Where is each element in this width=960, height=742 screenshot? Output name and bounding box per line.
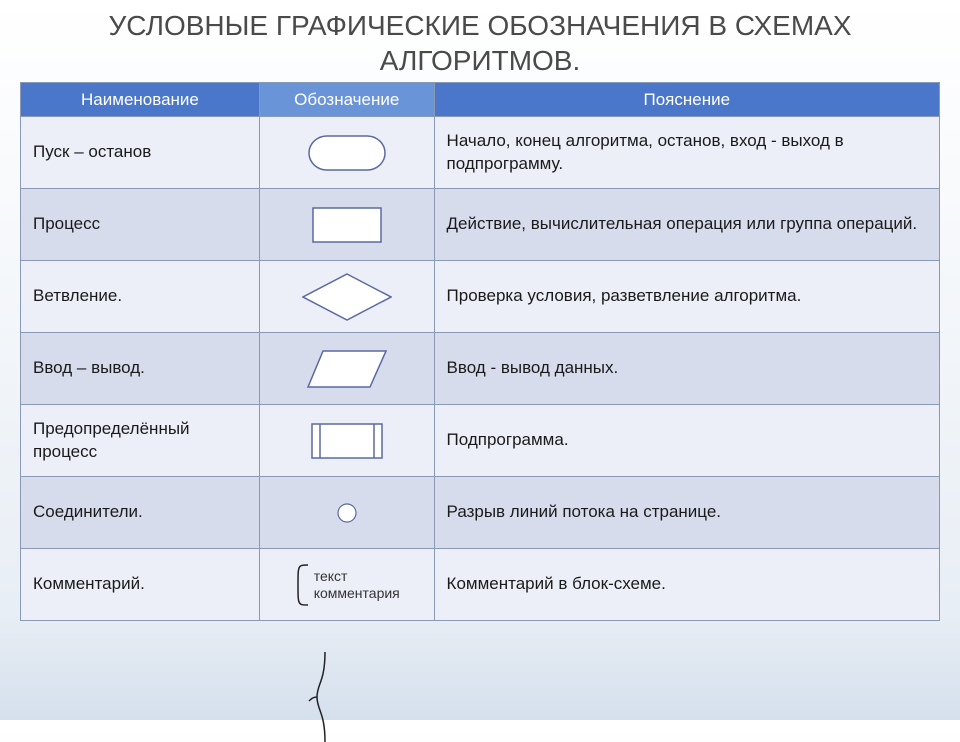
cell-explanation: Подпрограмма.	[434, 405, 939, 477]
table-row: Предопределённый процесс Подпрограмма.	[21, 405, 940, 477]
cell-name-text: Соединители.	[21, 495, 259, 529]
comment-icon: тексткомментария	[260, 563, 434, 607]
cell-explanation-text: Начало, конец алгоритма, останов, вход -…	[435, 124, 939, 180]
cell-explanation: Разрыв линий потока на странице.	[434, 477, 939, 549]
cell-symbol	[259, 333, 434, 405]
cell-explanation: Проверка условия, разветвление алгоритма…	[434, 261, 939, 333]
connector-icon	[336, 502, 358, 524]
cell-symbol	[259, 405, 434, 477]
cell-symbol	[259, 189, 434, 261]
cell-name: Предопределённый процесс	[21, 405, 260, 477]
cell-explanation: Действие, вычислительная операция или гр…	[434, 189, 939, 261]
cell-name: Пуск – останов	[21, 117, 260, 189]
cell-name: Соединители.	[21, 477, 260, 549]
cell-symbol: тексткомментария	[259, 549, 434, 621]
cell-explanation-text: Комментарий в блок-схеме.	[435, 567, 939, 601]
cell-name-text: Предопределённый процесс	[21, 412, 259, 468]
cell-explanation: Комментарий в блок-схеме.	[434, 549, 939, 621]
table-row: Ввод – вывод. Ввод - вывод данных.	[21, 333, 940, 405]
cell-name-text: Комментарий.	[21, 567, 259, 601]
table-container: Наименование Обозначение Пояснение Пуск …	[0, 82, 960, 621]
cell-name-text: Процесс	[21, 207, 259, 241]
cell-name: Процесс	[21, 189, 260, 261]
col-header-name: Наименование	[21, 83, 260, 117]
cell-name-text: Пуск – останов	[21, 135, 259, 169]
page-title: УСЛОВНЫЕ ГРАФИЧЕСКИЕ ОБОЗНАЧЕНИЯ В СХЕМА…	[0, 0, 960, 82]
cell-name: Ветвление.	[21, 261, 260, 333]
comment-tail-icon	[305, 652, 345, 742]
cell-name-text: Ввод – вывод.	[21, 351, 259, 385]
table-header-row: Наименование Обозначение Пояснение	[21, 83, 940, 117]
terminator-icon	[308, 135, 386, 171]
cell-symbol	[259, 117, 434, 189]
table-row: Ветвление. Проверка условия, разветвление…	[21, 261, 940, 333]
table-row: Соединители. Разрыв линий потока на стран…	[21, 477, 940, 549]
rectangle-icon	[312, 207, 382, 243]
cell-explanation: Начало, конец алгоритма, останов, вход -…	[434, 117, 939, 189]
cell-name: Комментарий.	[21, 549, 260, 621]
col-header-symbol: Обозначение	[259, 83, 434, 117]
table-row: Пуск – останов Начало, конец алгоритма, о…	[21, 117, 940, 189]
cell-name-text: Ветвление.	[21, 279, 259, 313]
cell-explanation-text: Подпрограмма.	[435, 423, 939, 457]
table-row: Процесс Действие, вычислительная операция…	[21, 189, 940, 261]
cell-explanation-text: Действие, вычислительная операция или гр…	[435, 207, 939, 241]
table-row: Комментарий. тексткомментария Комментари…	[21, 549, 940, 621]
parallelogram-icon	[307, 350, 387, 388]
cell-symbol	[259, 261, 434, 333]
cell-explanation: Ввод - вывод данных.	[434, 333, 939, 405]
col-header-explanation: Пояснение	[434, 83, 939, 117]
cell-symbol	[259, 477, 434, 549]
cell-explanation-text: Ввод - вывод данных.	[435, 351, 939, 385]
cell-name: Ввод – вывод.	[21, 333, 260, 405]
cell-explanation-text: Разрыв линий потока на странице.	[435, 495, 939, 529]
cell-explanation-text: Проверка условия, разветвление алгоритма…	[435, 279, 939, 313]
symbols-table: Наименование Обозначение Пояснение Пуск …	[20, 82, 940, 621]
diamond-icon	[302, 273, 392, 321]
predefined-icon	[311, 423, 383, 459]
